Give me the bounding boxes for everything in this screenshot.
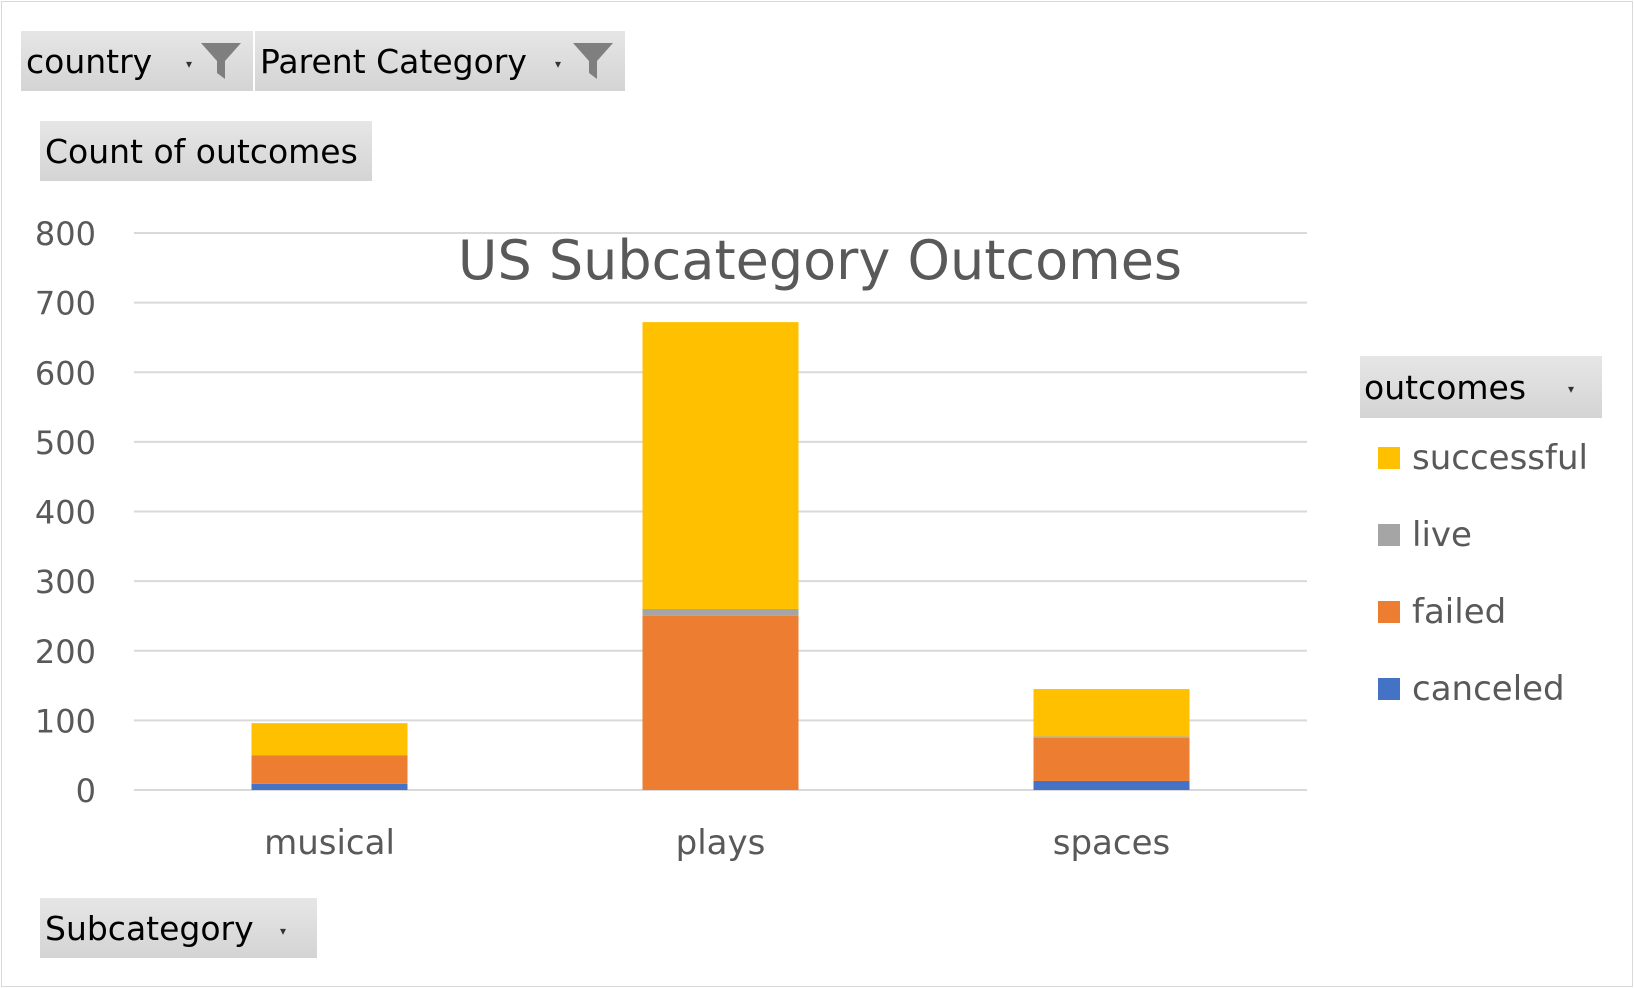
y-tick-label: 800: [35, 215, 96, 253]
bar-plays-live[interactable]: [642, 608, 799, 616]
legend-item-canceled[interactable]: canceled: [1378, 669, 1565, 709]
y-tick-label: 100: [35, 702, 96, 740]
legend-swatch: [1378, 601, 1400, 623]
parent-category-filter-button[interactable]: Parent Category ▾: [255, 31, 625, 91]
bar-spaces-successful[interactable]: [1033, 689, 1190, 737]
y-tick-label: 400: [35, 494, 96, 532]
chevron-down-icon: ▾: [1568, 382, 1575, 396]
legend-swatch: [1378, 524, 1400, 546]
legend-label: live: [1412, 515, 1472, 555]
bar-spaces-canceled[interactable]: [1033, 780, 1190, 790]
funnel-filter-icon: [573, 43, 613, 79]
y-tick-label: 0: [76, 772, 96, 810]
y-tick-label: 200: [35, 633, 96, 671]
axis-field-label: Subcategory: [45, 908, 254, 948]
x-category-label: musical: [264, 823, 395, 863]
legend-item-failed[interactable]: failed: [1378, 592, 1506, 632]
chevron-down-icon: ▾: [186, 57, 193, 71]
values-field-label: Count of outcomes: [45, 131, 358, 171]
legend-label: failed: [1412, 592, 1507, 632]
chart-title: US Subcategory Outcomes: [458, 229, 1182, 292]
bar-musical-successful[interactable]: [251, 723, 408, 756]
y-tick-label: 600: [35, 354, 96, 392]
x-category-label: spaces: [1053, 823, 1170, 863]
legend-swatch: [1378, 447, 1400, 469]
bar-plays-failed[interactable]: [642, 615, 799, 790]
legend-field-button[interactable]: outcomes ▾: [1360, 356, 1602, 418]
bar-spaces-failed[interactable]: [1033, 737, 1190, 781]
legend-item-successful[interactable]: successful: [1378, 438, 1588, 478]
parent-category-filter-label: Parent Category: [260, 41, 527, 81]
y-tick-label: 300: [35, 563, 96, 601]
legend-field-label: outcomes: [1364, 367, 1527, 407]
bar-plays-successful[interactable]: [642, 322, 799, 609]
country-filter-button[interactable]: country ▾: [21, 31, 253, 91]
bar-musical-canceled[interactable]: [251, 783, 408, 790]
y-tick-label: 500: [35, 424, 96, 462]
legend-label: successful: [1412, 438, 1588, 478]
country-filter-label: country: [26, 41, 153, 81]
funnel-filter-icon: [201, 43, 241, 79]
values-field-button[interactable]: Count of outcomes: [40, 121, 372, 181]
chevron-down-icon: ▾: [555, 57, 562, 71]
axis-field-button[interactable]: Subcategory ▾: [40, 898, 317, 958]
bar-spaces-live[interactable]: [1033, 736, 1190, 738]
legend-swatch: [1378, 678, 1400, 700]
x-category-label: plays: [676, 823, 766, 863]
legend-item-live[interactable]: live: [1378, 515, 1472, 555]
chevron-down-icon: ▾: [280, 924, 287, 938]
legend-label: canceled: [1412, 669, 1565, 709]
y-tick-label: 700: [35, 285, 96, 323]
bar-musical-failed[interactable]: [251, 755, 408, 784]
